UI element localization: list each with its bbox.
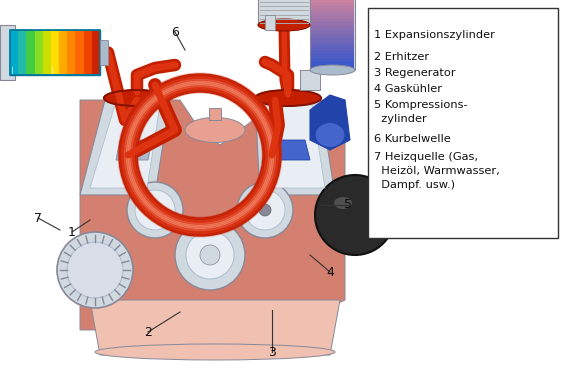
Bar	[209, 108, 221, 120]
Polygon shape	[310, 95, 350, 150]
Text: 5: 5	[344, 198, 352, 211]
Bar	[51, 31, 59, 74]
Bar	[311, 54, 354, 58]
Text: 1 Expansionszylinder: 1 Expansionszylinder	[374, 30, 495, 40]
Text: 2: 2	[144, 326, 152, 339]
Circle shape	[175, 220, 245, 290]
Bar	[43, 31, 51, 74]
Bar	[311, 22, 354, 26]
Ellipse shape	[310, 65, 355, 75]
Circle shape	[237, 182, 293, 238]
Bar	[10, 30, 100, 75]
Bar	[84, 31, 92, 74]
Bar	[26, 31, 34, 74]
Ellipse shape	[334, 197, 352, 209]
Text: zylinder: zylinder	[374, 114, 427, 124]
Ellipse shape	[185, 117, 245, 142]
Text: 7: 7	[34, 211, 42, 225]
Bar	[258, 0, 310, 25]
Text: 6 Kurbelwelle: 6 Kurbelwelle	[374, 134, 451, 144]
Polygon shape	[263, 105, 325, 188]
Circle shape	[200, 245, 220, 265]
Bar	[67, 31, 75, 74]
Text: 3 Regenerator: 3 Regenerator	[374, 68, 455, 78]
Text: Dampf. usw.): Dampf. usw.)	[374, 180, 455, 190]
Ellipse shape	[95, 344, 335, 360]
Bar	[59, 31, 67, 74]
Bar	[10, 31, 18, 74]
Ellipse shape	[258, 19, 310, 31]
Bar	[311, 50, 354, 54]
Ellipse shape	[315, 122, 345, 147]
Bar	[92, 31, 100, 74]
Polygon shape	[255, 100, 335, 195]
Bar	[311, 34, 354, 38]
Circle shape	[127, 182, 183, 238]
Bar	[311, 46, 354, 50]
Circle shape	[315, 175, 395, 255]
Bar	[311, 42, 354, 46]
Polygon shape	[80, 100, 170, 195]
Ellipse shape	[104, 90, 170, 106]
Text: Heizöl, Warmwasser,: Heizöl, Warmwasser,	[374, 166, 500, 176]
Text: 2 Erhitzer: 2 Erhitzer	[374, 52, 429, 62]
Bar	[300, 70, 320, 90]
Circle shape	[67, 242, 123, 298]
Bar	[265, 15, 275, 30]
Bar	[75, 31, 84, 74]
Polygon shape	[116, 140, 152, 160]
Bar	[311, 38, 354, 42]
Bar	[34, 31, 43, 74]
Text: 7 Heizquelle (Gas,: 7 Heizquelle (Gas,	[374, 152, 478, 162]
Circle shape	[259, 204, 271, 216]
Text: 3: 3	[268, 345, 276, 358]
Bar	[311, 62, 354, 66]
Text: 4: 4	[326, 266, 334, 279]
Bar	[311, 10, 354, 14]
Bar	[311, 0, 354, 2]
Bar	[10, 30, 100, 75]
Text: 1: 1	[68, 226, 76, 238]
Circle shape	[135, 190, 175, 230]
Bar	[100, 40, 108, 65]
Circle shape	[245, 190, 285, 230]
Text: 6: 6	[171, 25, 179, 38]
Text: 4 Gaskühler: 4 Gaskühler	[374, 84, 442, 94]
Polygon shape	[268, 140, 310, 160]
Bar	[18, 31, 26, 74]
Bar	[311, 2, 354, 6]
Bar	[311, 6, 354, 10]
Circle shape	[186, 231, 234, 279]
Bar	[311, 18, 354, 22]
Ellipse shape	[255, 90, 321, 106]
Bar	[311, 66, 354, 70]
Bar	[311, 14, 354, 18]
Bar	[311, 58, 354, 62]
Polygon shape	[90, 105, 160, 188]
Circle shape	[57, 232, 133, 308]
Bar	[311, 26, 354, 30]
Bar	[310, 0, 355, 70]
Bar	[0, 25, 15, 80]
Polygon shape	[80, 100, 345, 330]
Circle shape	[149, 204, 161, 216]
Polygon shape	[90, 300, 340, 355]
Bar	[311, 30, 354, 34]
Text: 5 Kompressions-: 5 Kompressions-	[374, 100, 468, 110]
Bar	[368, 8, 558, 238]
